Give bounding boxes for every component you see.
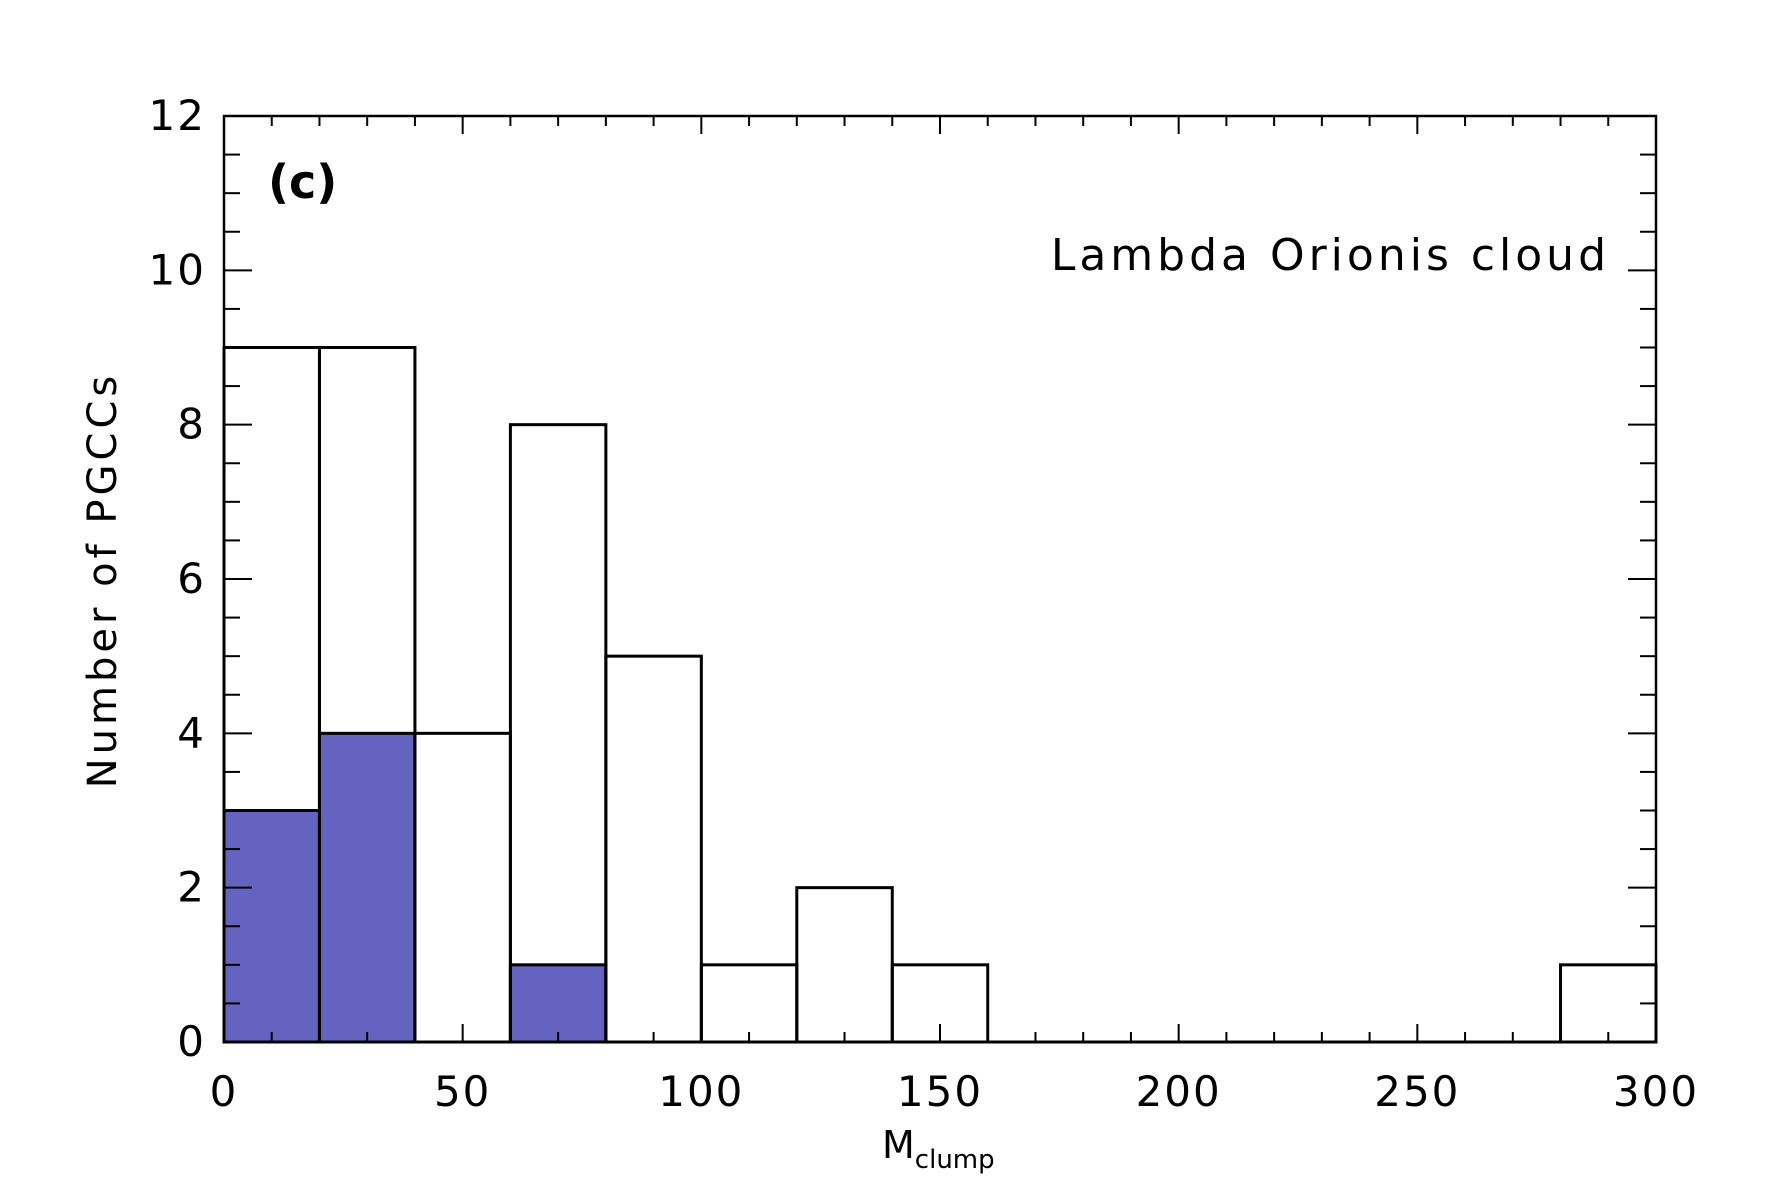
outline-bar (508, 423, 608, 1044)
outline-bar (699, 963, 799, 1044)
y-tick-label: 2 (177, 863, 206, 912)
x-tick-label: 0 (210, 1067, 239, 1116)
x-tick-label: 250 (1374, 1067, 1460, 1116)
outline-bar (413, 731, 512, 1044)
x-axis-label-subscript: clump (915, 1145, 995, 1175)
chart-annotation: Lambda Orionis cloud (1051, 230, 1610, 281)
y-tick-label: 12 (149, 91, 206, 140)
outline-bars-layer (222, 346, 1658, 1044)
x-tick-label: 200 (1136, 1067, 1222, 1116)
x-tick-label: 50 (434, 1067, 491, 1116)
filled-bar (508, 963, 608, 1044)
y-tick-label: 4 (177, 708, 206, 757)
filled-bar (317, 731, 417, 1044)
x-axis-label-main: M (882, 1123, 915, 1167)
x-tick-label: 100 (658, 1067, 744, 1116)
y-axis-label: Number of PGCCs (80, 372, 126, 788)
axis-ticks (223, 115, 1657, 1043)
y-tick-label: 10 (149, 245, 206, 294)
y-tick-label: 6 (177, 554, 206, 603)
panel-label: (c) (268, 155, 337, 209)
y-tick-labels: 0 2 4 6 8 10 12 (149, 91, 206, 1066)
x-tick-label: 300 (1613, 1067, 1699, 1116)
outline-bar (795, 886, 894, 1044)
plot-frame (222, 114, 1658, 1044)
filled-bars-layer (222, 731, 608, 1044)
x-axis-label: Mclump (882, 1123, 995, 1175)
y-tick-label: 8 (177, 400, 206, 449)
y-tick-label: 0 (177, 1017, 206, 1066)
x-tick-label: 150 (897, 1067, 983, 1116)
x-tick-labels: 0 50 100 150 200 250 300 (210, 1067, 1699, 1116)
outline-bar (604, 654, 703, 1044)
